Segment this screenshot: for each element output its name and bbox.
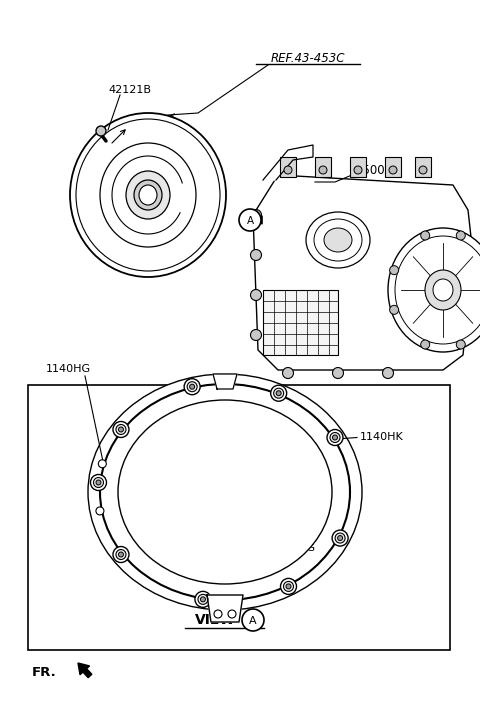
Polygon shape (263, 145, 313, 180)
Circle shape (119, 427, 123, 432)
Text: 1140HG: 1140HG (46, 364, 91, 374)
Ellipse shape (388, 228, 480, 352)
Ellipse shape (139, 185, 157, 205)
Circle shape (242, 609, 264, 631)
Circle shape (319, 166, 327, 174)
Bar (28, 385, 450, 650)
Circle shape (96, 507, 104, 515)
Circle shape (456, 340, 465, 349)
Circle shape (228, 610, 236, 618)
Circle shape (251, 209, 262, 221)
Text: 42121B: 42121B (108, 85, 152, 95)
Ellipse shape (126, 171, 170, 219)
Ellipse shape (324, 228, 352, 252)
Circle shape (195, 591, 211, 607)
Ellipse shape (306, 212, 370, 268)
Circle shape (286, 584, 291, 589)
Circle shape (354, 166, 362, 174)
Circle shape (184, 379, 200, 394)
Circle shape (419, 166, 427, 174)
Circle shape (201, 597, 205, 602)
Bar (315, 157, 331, 177)
Circle shape (187, 382, 197, 392)
Text: A: A (246, 216, 253, 226)
FancyArrow shape (78, 663, 92, 678)
Circle shape (276, 391, 281, 396)
Text: 1140HG: 1140HG (271, 543, 316, 553)
Circle shape (420, 231, 430, 240)
Circle shape (251, 250, 262, 261)
Text: 45000A: 45000A (355, 164, 400, 176)
Circle shape (337, 536, 343, 541)
Circle shape (271, 385, 287, 401)
Circle shape (390, 266, 398, 275)
Circle shape (190, 385, 194, 389)
Circle shape (98, 460, 107, 467)
Circle shape (96, 480, 101, 485)
Circle shape (330, 432, 340, 442)
Ellipse shape (433, 279, 453, 301)
Circle shape (280, 579, 297, 595)
Text: 1140HK: 1140HK (360, 432, 404, 442)
Ellipse shape (100, 384, 350, 600)
Circle shape (116, 425, 126, 434)
Ellipse shape (70, 113, 226, 277)
Circle shape (283, 368, 293, 378)
Bar (415, 157, 431, 177)
Circle shape (284, 581, 293, 591)
Circle shape (116, 550, 126, 560)
Polygon shape (253, 175, 473, 370)
Circle shape (113, 422, 129, 437)
Circle shape (198, 594, 208, 605)
Text: A: A (249, 616, 257, 626)
Polygon shape (213, 374, 237, 389)
Circle shape (333, 435, 337, 440)
Polygon shape (207, 595, 243, 622)
Circle shape (389, 166, 397, 174)
Circle shape (390, 305, 398, 314)
Ellipse shape (118, 400, 332, 584)
Circle shape (274, 388, 284, 398)
Bar (350, 157, 366, 177)
Bar (385, 157, 401, 177)
Circle shape (383, 368, 394, 378)
Circle shape (251, 330, 262, 340)
Circle shape (96, 126, 106, 136)
Circle shape (284, 166, 292, 174)
Circle shape (214, 610, 222, 618)
Circle shape (239, 209, 261, 231)
Bar (280, 157, 296, 177)
Circle shape (420, 340, 430, 349)
Circle shape (335, 533, 345, 543)
Circle shape (91, 475, 107, 491)
Circle shape (113, 546, 129, 562)
Circle shape (119, 552, 123, 557)
Ellipse shape (425, 270, 461, 310)
Circle shape (456, 231, 465, 240)
Bar (263, 290, 338, 355)
Text: FR.: FR. (32, 666, 57, 678)
Circle shape (332, 530, 348, 546)
Circle shape (94, 477, 104, 487)
Circle shape (251, 290, 262, 300)
Ellipse shape (88, 374, 362, 610)
Circle shape (333, 368, 344, 378)
Text: VIEW: VIEW (195, 613, 235, 627)
Circle shape (327, 430, 343, 446)
Ellipse shape (134, 180, 162, 210)
Text: REF.43-453C: REF.43-453C (271, 51, 345, 65)
